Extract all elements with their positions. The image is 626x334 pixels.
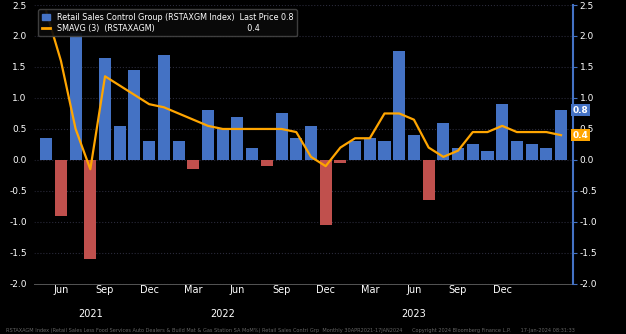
Text: 2021: 2021	[78, 309, 103, 319]
Text: 2022: 2022	[210, 309, 235, 319]
Bar	[173, 141, 185, 160]
Bar	[379, 141, 391, 160]
Bar	[496, 104, 508, 160]
Bar	[467, 144, 479, 160]
Bar	[320, 160, 332, 225]
Bar	[305, 126, 317, 160]
Text: 0.4: 0.4	[573, 131, 588, 140]
Bar	[275, 114, 287, 160]
Bar	[85, 160, 96, 259]
Bar	[69, 33, 81, 160]
Text: 0.8: 0.8	[573, 106, 588, 115]
Bar	[408, 135, 420, 160]
Bar	[290, 138, 302, 160]
Text: 2023: 2023	[401, 309, 426, 319]
Bar	[481, 151, 493, 160]
Bar	[99, 58, 111, 160]
Bar	[261, 160, 273, 166]
Legend: Retail Sales Control Group (RSTAXGM Index)  Last Price 0.8, SMAVG (3)  (RSTAXAGM: Retail Sales Control Group (RSTAXGM Inde…	[38, 9, 297, 36]
Bar	[540, 148, 552, 160]
Bar	[143, 141, 155, 160]
Bar	[246, 148, 258, 160]
Bar	[202, 110, 214, 160]
Bar	[128, 70, 140, 160]
Bar	[217, 129, 228, 160]
Bar	[364, 138, 376, 160]
Bar	[187, 160, 199, 169]
Bar	[393, 51, 405, 160]
Bar	[526, 144, 538, 160]
Bar	[114, 126, 126, 160]
Bar	[334, 160, 346, 163]
Bar	[452, 148, 464, 160]
Text: RSTAXAGM Index (Retail Sales Less Food Services Auto Dealers & Build Mat & Gas S: RSTAXAGM Index (Retail Sales Less Food S…	[6, 328, 575, 333]
Bar	[55, 160, 67, 216]
Bar	[232, 117, 244, 160]
Bar	[511, 141, 523, 160]
Bar	[555, 110, 567, 160]
Bar	[158, 54, 170, 160]
Bar	[349, 141, 361, 160]
Bar	[423, 160, 434, 200]
Bar	[40, 138, 52, 160]
Bar	[438, 123, 449, 160]
